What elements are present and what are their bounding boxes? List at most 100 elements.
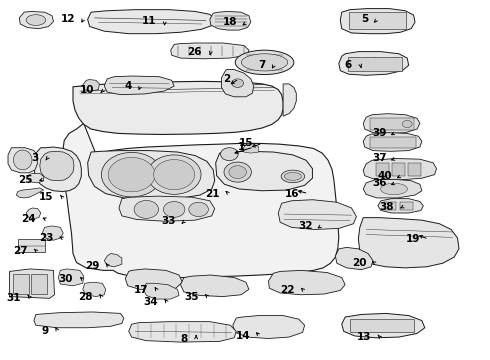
FancyBboxPatch shape	[348, 12, 406, 30]
Text: 28: 28	[78, 292, 93, 302]
Polygon shape	[26, 208, 41, 219]
Text: 16: 16	[285, 189, 300, 199]
Circle shape	[189, 202, 208, 217]
Text: 4: 4	[124, 81, 132, 91]
FancyBboxPatch shape	[18, 239, 45, 252]
Polygon shape	[278, 200, 356, 229]
Text: 6: 6	[344, 59, 351, 69]
Polygon shape	[16, 188, 44, 198]
FancyBboxPatch shape	[347, 57, 402, 71]
Polygon shape	[243, 143, 259, 153]
Polygon shape	[358, 218, 459, 268]
Text: 27: 27	[13, 246, 27, 256]
Ellipse shape	[284, 172, 301, 180]
Polygon shape	[34, 147, 81, 192]
Text: 15: 15	[239, 139, 254, 148]
Text: 21: 21	[205, 189, 220, 199]
Text: 1: 1	[238, 142, 245, 152]
Polygon shape	[180, 275, 249, 297]
Text: 14: 14	[236, 331, 251, 341]
Text: 35: 35	[184, 292, 198, 302]
Polygon shape	[342, 314, 425, 338]
FancyBboxPatch shape	[376, 163, 389, 176]
Polygon shape	[233, 316, 305, 338]
Polygon shape	[335, 247, 373, 270]
Ellipse shape	[13, 150, 32, 170]
Text: 3: 3	[31, 153, 39, 163]
Polygon shape	[216, 151, 313, 191]
Text: 2: 2	[223, 74, 230, 84]
Text: 39: 39	[372, 128, 387, 138]
Polygon shape	[42, 226, 63, 240]
Text: 20: 20	[352, 258, 366, 268]
Text: 18: 18	[223, 17, 238, 27]
FancyBboxPatch shape	[392, 163, 405, 176]
Polygon shape	[363, 158, 437, 180]
Text: 29: 29	[85, 261, 99, 271]
Polygon shape	[269, 270, 345, 295]
Polygon shape	[283, 84, 296, 116]
Ellipse shape	[242, 54, 288, 71]
Polygon shape	[83, 80, 99, 91]
Text: 26: 26	[188, 46, 202, 57]
Text: 37: 37	[372, 153, 387, 163]
Polygon shape	[144, 283, 179, 299]
Text: 36: 36	[372, 178, 387, 188]
Circle shape	[229, 166, 246, 179]
Circle shape	[220, 148, 238, 161]
Text: 12: 12	[60, 14, 75, 24]
Polygon shape	[62, 123, 339, 278]
Circle shape	[402, 121, 412, 128]
FancyBboxPatch shape	[384, 202, 396, 211]
Circle shape	[232, 79, 244, 87]
Text: 22: 22	[280, 285, 295, 296]
Circle shape	[108, 157, 155, 192]
Circle shape	[134, 201, 159, 219]
Text: 5: 5	[361, 14, 368, 24]
Polygon shape	[104, 76, 174, 95]
Ellipse shape	[26, 15, 46, 26]
Polygon shape	[129, 321, 236, 342]
Circle shape	[101, 152, 162, 197]
Ellipse shape	[281, 170, 305, 183]
Polygon shape	[340, 9, 415, 34]
Polygon shape	[8, 148, 37, 173]
Polygon shape	[339, 51, 409, 75]
Text: 10: 10	[80, 85, 95, 95]
Polygon shape	[125, 269, 182, 291]
FancyBboxPatch shape	[400, 202, 413, 211]
Polygon shape	[88, 150, 215, 200]
Text: 11: 11	[142, 17, 156, 27]
FancyBboxPatch shape	[350, 319, 414, 332]
Polygon shape	[88, 10, 215, 34]
Text: 13: 13	[357, 332, 371, 342]
Polygon shape	[378, 199, 423, 213]
Polygon shape	[19, 12, 53, 29]
Polygon shape	[119, 196, 215, 221]
FancyBboxPatch shape	[369, 118, 414, 130]
Text: 7: 7	[258, 59, 266, 69]
Text: 23: 23	[39, 233, 53, 243]
Polygon shape	[363, 114, 420, 134]
Text: 34: 34	[144, 297, 158, 307]
Polygon shape	[58, 269, 84, 286]
Ellipse shape	[381, 183, 408, 195]
Polygon shape	[40, 151, 74, 181]
FancyBboxPatch shape	[13, 274, 28, 294]
Circle shape	[224, 162, 251, 182]
Circle shape	[163, 202, 185, 217]
Text: 15: 15	[39, 192, 53, 202]
Polygon shape	[210, 12, 251, 30]
Polygon shape	[83, 282, 106, 297]
Ellipse shape	[235, 50, 294, 75]
Text: 31: 31	[7, 293, 21, 303]
Polygon shape	[73, 81, 283, 134]
Polygon shape	[221, 69, 254, 97]
Circle shape	[147, 155, 201, 194]
Polygon shape	[171, 43, 249, 59]
FancyBboxPatch shape	[369, 137, 416, 148]
Text: 24: 24	[21, 214, 36, 224]
Polygon shape	[9, 269, 54, 298]
Polygon shape	[34, 312, 124, 328]
FancyBboxPatch shape	[408, 163, 421, 176]
